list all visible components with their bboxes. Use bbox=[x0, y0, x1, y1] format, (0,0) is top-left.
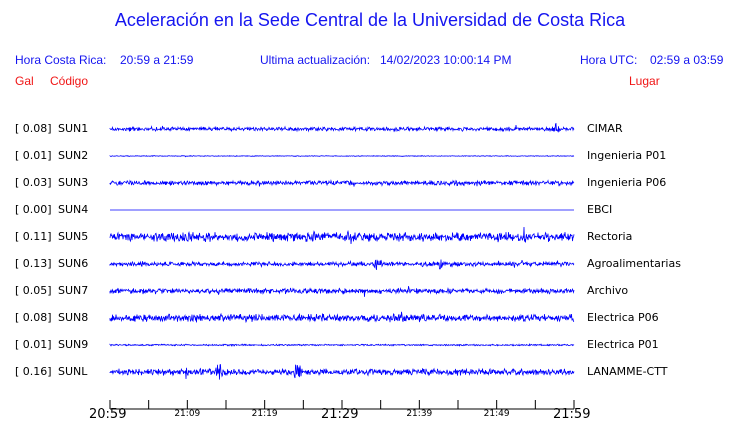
hora-utc-label: Hora UTC: bbox=[580, 53, 638, 67]
station-gal: [ 0.05] bbox=[15, 284, 52, 297]
time-tick-label: 20:59 bbox=[89, 407, 127, 422]
station-code: SUN5 bbox=[58, 230, 89, 243]
hora-cr-label: Hora Costa Rica: bbox=[15, 53, 107, 67]
time-tick-label: 21:39 bbox=[406, 409, 433, 419]
gal-header: Gal bbox=[15, 74, 34, 88]
lugar-header: Lugar bbox=[629, 74, 660, 88]
station-gal: [ 0.01] bbox=[15, 149, 52, 162]
time-tick-label: 21:19 bbox=[251, 409, 278, 419]
hora-cr-value: 20:59 a 21:59 bbox=[120, 53, 194, 67]
trace-sun8 bbox=[109, 311, 575, 324]
trace-sun3 bbox=[109, 179, 575, 187]
station-place: LANAMME-CTT bbox=[587, 365, 668, 378]
station-gal: [ 0.01] bbox=[15, 338, 52, 351]
hora-utc-value: 02:59 a 03:59 bbox=[650, 53, 724, 67]
station-place: Agroalimentarias bbox=[587, 257, 681, 270]
page-title: Aceleración en la Sede Central de la Uni… bbox=[114, 10, 626, 30]
time-tick-label: 21:09 bbox=[174, 409, 201, 419]
station-gal: [ 0.03] bbox=[15, 176, 52, 189]
time-tick-label: 21:29 bbox=[321, 407, 359, 422]
station-code: SUN2 bbox=[58, 149, 89, 162]
trace-sun9 bbox=[109, 343, 575, 347]
update-value: 14/02/2023 10:00:14 PM bbox=[380, 53, 512, 67]
codigo-header: Código bbox=[50, 74, 89, 88]
station-place: Electrica P06 bbox=[587, 311, 659, 324]
station-place: Ingenieria P06 bbox=[587, 176, 667, 189]
station-gal: [ 0.00] bbox=[15, 203, 52, 216]
station-place: CIMAR bbox=[587, 122, 623, 135]
trace-sunl bbox=[109, 364, 575, 380]
station-place: Rectoria bbox=[587, 230, 633, 243]
trace-sun6 bbox=[109, 259, 575, 270]
station-gal: [ 0.08] bbox=[15, 122, 52, 135]
station-code: SUN4 bbox=[58, 203, 89, 216]
station-code: SUN7 bbox=[58, 284, 89, 297]
station-gal: [ 0.16] bbox=[15, 365, 52, 378]
time-tick-label: 21:59 bbox=[553, 407, 591, 422]
station-code: SUNL bbox=[58, 365, 88, 378]
trace-sun2 bbox=[109, 154, 575, 158]
time-tick-label: 21:49 bbox=[483, 409, 510, 419]
station-code: SUN3 bbox=[58, 176, 89, 189]
station-place: EBCI bbox=[587, 203, 613, 216]
station-place: Electrica P01 bbox=[587, 338, 659, 351]
station-code: SUN6 bbox=[58, 257, 89, 270]
station-code: SUN8 bbox=[58, 311, 89, 324]
station-gal: [ 0.11] bbox=[15, 230, 52, 243]
update-label: Ultima actualización: bbox=[260, 53, 371, 67]
station-gal: [ 0.13] bbox=[15, 257, 52, 270]
trace-sun1 bbox=[109, 122, 575, 134]
station-place: Archivo bbox=[587, 284, 629, 297]
station-code: SUN1 bbox=[58, 122, 89, 135]
station-gal: [ 0.08] bbox=[15, 311, 52, 324]
trace-sun5 bbox=[109, 226, 575, 245]
station-place: Ingenieria P01 bbox=[587, 149, 667, 162]
station-code: SUN9 bbox=[58, 338, 89, 351]
trace-sun7 bbox=[109, 286, 575, 297]
